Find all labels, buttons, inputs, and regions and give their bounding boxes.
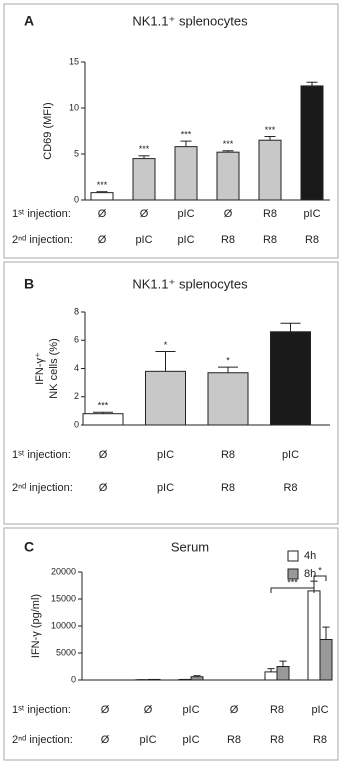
injection-value: R8 <box>270 704 284 716</box>
y-tick-label: 0 <box>74 419 79 429</box>
chart-title: Serum <box>171 539 209 554</box>
injection-value: pIC <box>282 449 299 461</box>
y-axis-label: IFN-γ⁺ <box>34 352 46 385</box>
y-tick-label: 8 <box>74 306 79 316</box>
significance: * <box>318 565 322 575</box>
bar <box>216 151 240 201</box>
injection-value: Ø <box>140 208 149 220</box>
injection-value: pIC <box>157 449 174 461</box>
bracket <box>313 575 327 581</box>
panel-letter: A <box>24 13 34 29</box>
injection-value: pIC <box>177 234 194 246</box>
panel-letter: C <box>24 539 34 555</box>
y-tick-label: 15 <box>69 56 79 66</box>
injection-row-label: 2ⁿᵈ injection: <box>12 234 73 246</box>
injection-value: R8 <box>305 234 319 246</box>
bar <box>276 666 290 681</box>
significance: *** <box>98 401 109 411</box>
chart-title: NK1.1⁺ splenocytes <box>132 276 248 291</box>
injection-value: Ø <box>230 704 239 716</box>
bar <box>190 676 204 681</box>
injection-value: Ø <box>224 208 233 220</box>
injection-value: pIC <box>311 704 328 716</box>
bar <box>132 158 156 201</box>
significance: * <box>226 355 230 365</box>
injection-value: Ø <box>101 704 110 716</box>
y-tick-label: 20000 <box>51 566 76 576</box>
y-tick-label: 5 <box>74 148 79 158</box>
significance: *** <box>287 577 298 587</box>
injection-value: R8 <box>313 734 327 746</box>
injection-value: Ø <box>99 449 108 461</box>
bar <box>300 85 324 201</box>
legend-swatch <box>287 550 299 562</box>
panel-frame <box>3 261 339 525</box>
injection-row-label: 1ˢᵗ injection: <box>12 208 71 220</box>
significance: *** <box>181 129 192 139</box>
injection-value: R8 <box>221 449 235 461</box>
bar <box>90 192 114 201</box>
y-tick-label: 0 <box>74 194 79 204</box>
injection-value: R8 <box>227 734 241 746</box>
significance: *** <box>265 125 276 135</box>
legend-swatch <box>287 568 299 580</box>
injection-row-label: 1ˢᵗ injection: <box>12 449 71 461</box>
bar <box>270 331 311 426</box>
injection-value: pIC <box>157 482 174 494</box>
injection-value: R8 <box>263 208 277 220</box>
panel-frame <box>3 527 339 761</box>
injection-row-label: 1ˢᵗ injection: <box>12 704 71 716</box>
injection-value: pIC <box>303 208 320 220</box>
injection-row-label: 2ⁿᵈ injection: <box>12 734 73 746</box>
chart-title: NK1.1⁺ splenocytes <box>132 13 248 28</box>
bar <box>82 413 124 426</box>
injection-value: Ø <box>98 208 107 220</box>
injection-value: Ø <box>101 734 110 746</box>
injection-value: Ø <box>98 234 107 246</box>
injection-value: Ø <box>99 482 108 494</box>
y-axis-label: NK cells (%) <box>48 338 60 399</box>
significance: *** <box>97 180 108 190</box>
y-tick-label: 2 <box>74 391 79 401</box>
injection-value: Ø <box>144 704 153 716</box>
y-tick-label: 4 <box>74 363 79 373</box>
y-tick-label: 5000 <box>56 647 76 657</box>
significance: *** <box>223 139 234 149</box>
bar <box>264 671 278 681</box>
injection-value: R8 <box>221 482 235 494</box>
bracket <box>270 587 315 593</box>
y-tick-label: 10 <box>69 102 79 112</box>
bar <box>207 372 249 426</box>
y-tick-label: 15000 <box>51 593 76 603</box>
injection-value: R8 <box>270 734 284 746</box>
injection-value: R8 <box>283 482 297 494</box>
y-tick-label: 6 <box>74 335 79 345</box>
injection-value: R8 <box>221 234 235 246</box>
panel-letter: B <box>24 276 34 292</box>
legend-label: 4h <box>304 550 316 562</box>
bar <box>145 370 186 426</box>
y-axis-label: CD69 (MFI) <box>42 102 54 159</box>
injection-row-label: 2ⁿᵈ injection: <box>12 482 73 494</box>
bar <box>307 590 321 681</box>
significance: * <box>164 340 168 350</box>
y-axis-label: IFN-γ (pg/ml) <box>30 594 42 658</box>
bar <box>319 639 333 681</box>
bar <box>258 139 282 201</box>
injection-value: R8 <box>263 234 277 246</box>
panel-frame <box>3 3 339 259</box>
injection-value: pIC <box>135 234 152 246</box>
injection-value: pIC <box>182 734 199 746</box>
injection-value: pIC <box>177 208 194 220</box>
y-tick-label: 0 <box>71 674 76 684</box>
injection-value: pIC <box>139 734 156 746</box>
bar <box>174 146 198 201</box>
significance: *** <box>139 144 150 154</box>
legend-label: 8h <box>304 568 316 580</box>
injection-value: pIC <box>182 704 199 716</box>
y-tick-label: 10000 <box>51 620 76 630</box>
